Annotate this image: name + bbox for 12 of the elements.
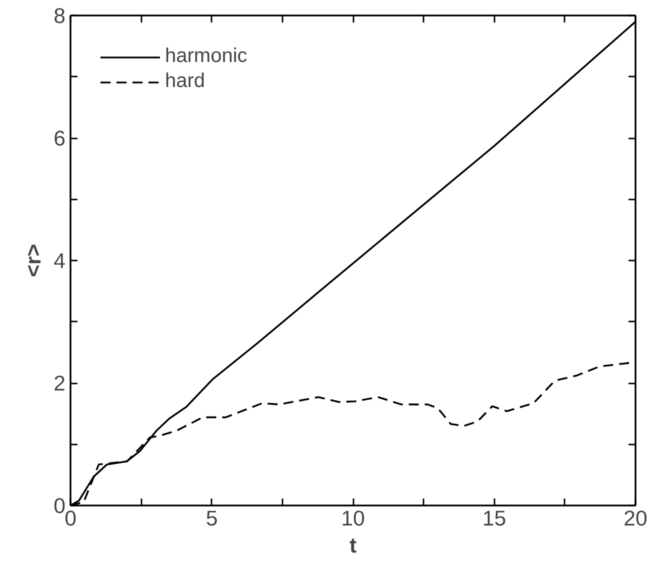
x-axis-title: t (349, 534, 357, 558)
y-tick-label: 8 (54, 4, 66, 28)
legend-label: hard (165, 70, 206, 93)
y-tick-label: 2 (54, 372, 66, 396)
legend-label: harmonic (165, 45, 248, 68)
x-tick-label: 15 (482, 506, 506, 530)
y-axis-title: <r> (22, 244, 46, 278)
y-tick-label: 4 (54, 249, 66, 273)
x-tick-label: 5 (206, 506, 218, 530)
x-tick-label: 10 (341, 506, 365, 530)
y-tick-label: 6 (54, 126, 66, 150)
x-tick-label: 20 (624, 506, 648, 530)
